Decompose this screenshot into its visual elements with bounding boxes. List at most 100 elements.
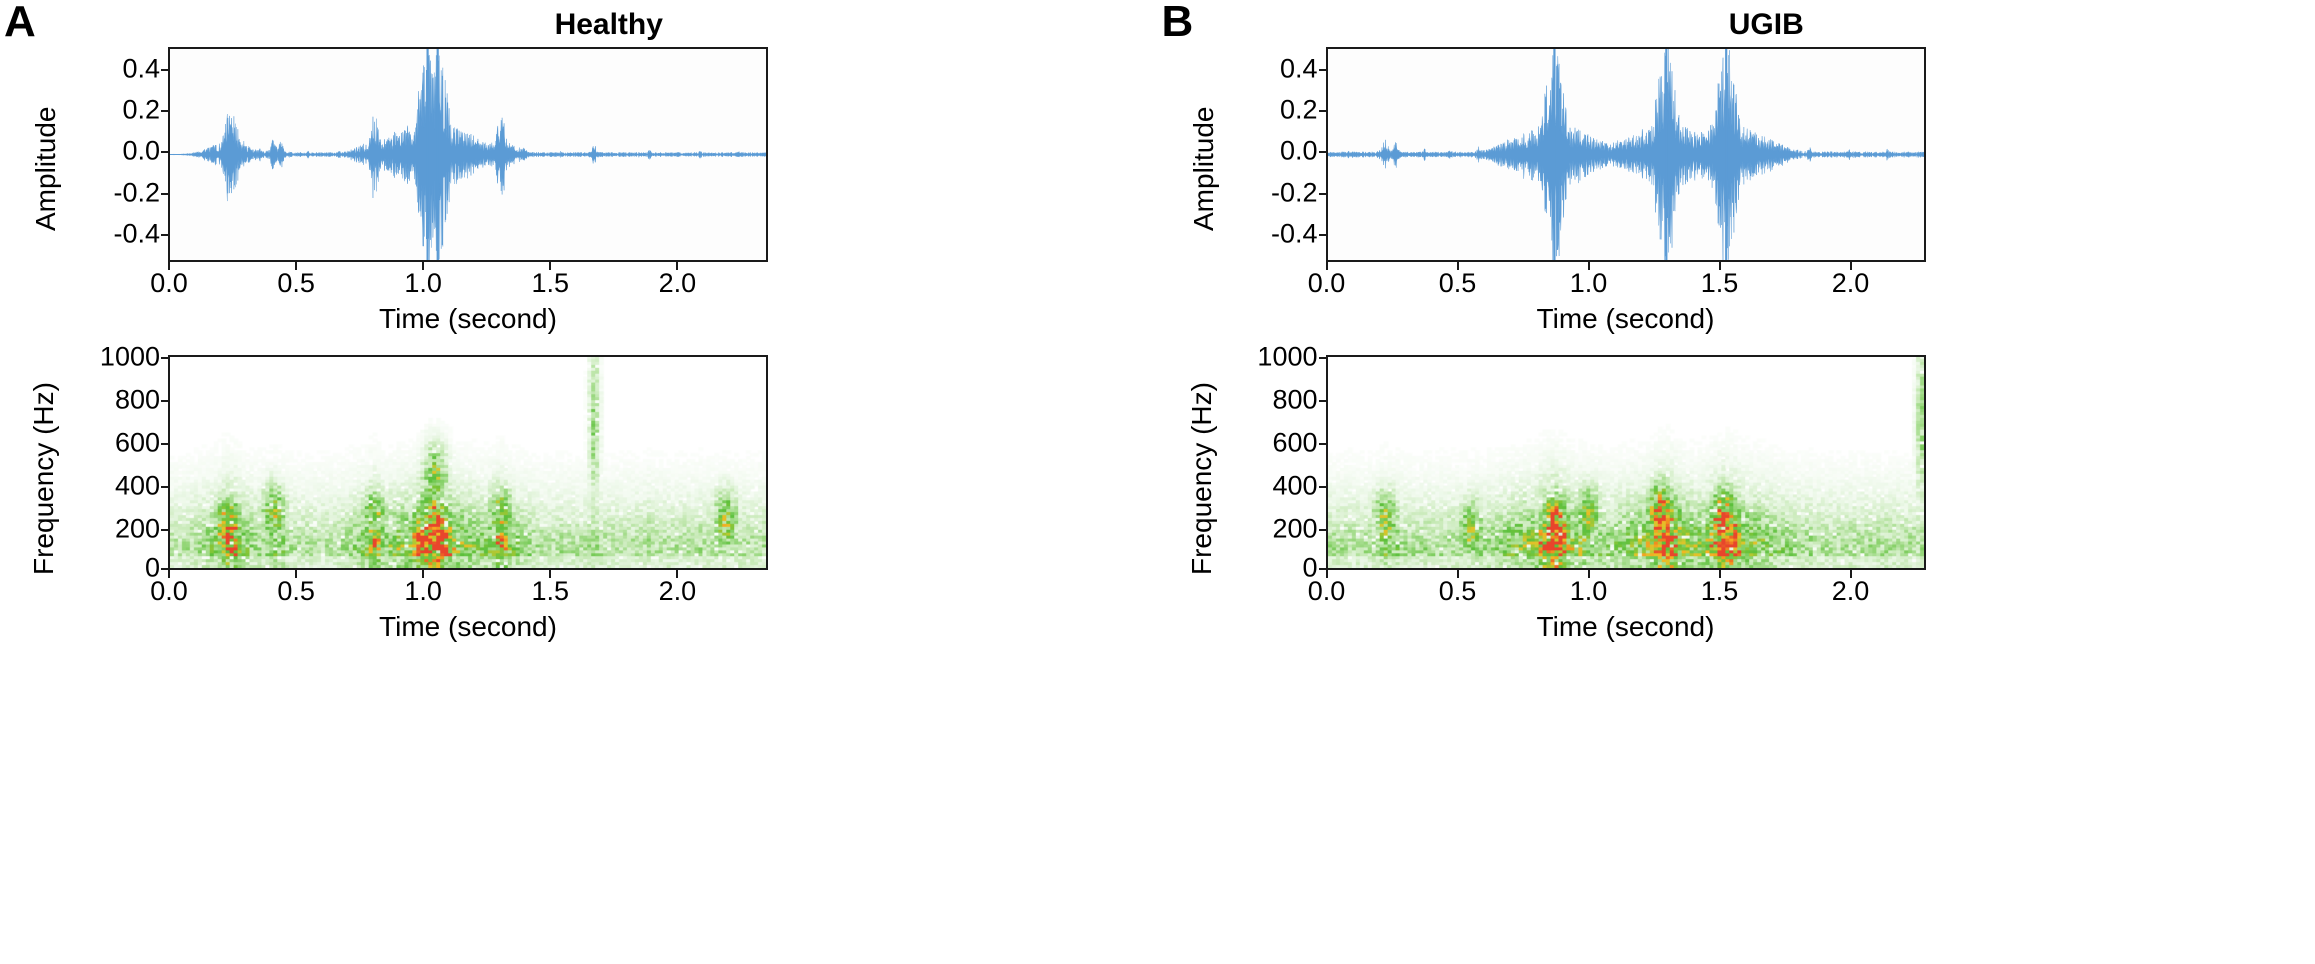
ytick-mark <box>161 357 168 359</box>
ytick-mark <box>161 400 168 402</box>
panel-b: B UGIB 0.4 0.2 0.0 -0.2 -0.4 Amplitude <box>1158 0 2315 964</box>
ytick-mark <box>161 568 168 570</box>
xtick-mark <box>549 262 552 270</box>
xtick-mark <box>549 570 552 578</box>
xtick-mark <box>1849 570 1852 578</box>
ytick-mark <box>161 151 168 154</box>
ytick-mark <box>1318 151 1326 154</box>
xtick-mark <box>168 262 170 270</box>
xtick-label: 1.5 <box>1700 268 1739 298</box>
xtick-label: 1.0 <box>1569 576 1608 606</box>
ytick-label: 200 <box>1272 513 1318 544</box>
ytick-mark <box>161 443 168 445</box>
xtick-label: 1.0 <box>1569 268 1608 298</box>
xtick-mark <box>1587 570 1590 578</box>
spectrogram-plot-b: 1000 800 600 400 200 0 Frequency (Hz) <box>1158 330 2315 964</box>
ytick-label: 0.4 <box>122 53 160 83</box>
ytick-label: 400 <box>114 470 160 501</box>
ytick-label: -0.4 <box>113 218 160 249</box>
xtick-mark <box>295 262 298 270</box>
ytick-mark <box>161 233 168 236</box>
xtick-mark <box>1718 570 1721 578</box>
xtick-label: 0.5 <box>1438 576 1477 606</box>
xtick-label: 2.0 <box>658 268 697 298</box>
spectrogram-frame-b <box>1325 355 1926 570</box>
spectrogram-a-ylabel: Frequency (Hz) <box>28 382 59 575</box>
ytick-label: 1000 <box>99 341 160 372</box>
ytick-mark <box>1318 486 1326 488</box>
ytick-label: 800 <box>1272 384 1318 415</box>
ytick-label: 200 <box>114 513 160 544</box>
waveform-b-yticks: 0.4 0.2 0.0 -0.2 -0.4 <box>1240 47 1326 262</box>
ytick-label: 0.2 <box>1279 94 1318 125</box>
waveform-a-xlabel: Time (second) <box>379 303 557 334</box>
xtick-label: 2.0 <box>1831 576 1870 606</box>
ytick-label: 600 <box>114 427 160 458</box>
xtick-label: 1.5 <box>531 268 570 298</box>
ytick-label: 600 <box>1272 427 1318 458</box>
ytick-label: -0.2 <box>113 177 160 207</box>
panel-letter-a: A <box>4 0 36 46</box>
ytick-mark <box>161 192 168 195</box>
waveform-trace-b <box>1327 49 1924 260</box>
ytick-mark <box>1318 400 1326 402</box>
spectrogram-b-yticks: 1000 800 600 400 200 0 <box>1240 342 1326 583</box>
xtick-mark <box>1456 262 1459 270</box>
panel-a: A Healthy 0.4 0.2 0.0 -0.2 -0.4 Amplitud… <box>0 0 1158 964</box>
xtick-mark <box>1587 262 1590 270</box>
panel-title-healthy: Healthy <box>554 8 663 41</box>
ytick-label: -0.2 <box>1270 177 1318 207</box>
xtick-mark <box>295 570 298 578</box>
waveform-a-ylabel: Amplitude <box>30 106 61 231</box>
xtick-label: 0.5 <box>277 268 315 298</box>
xtick-mark <box>676 570 679 578</box>
ytick-mark <box>161 68 168 71</box>
ytick-mark <box>1318 529 1326 531</box>
ytick-mark <box>1318 568 1326 570</box>
ytick-label: 0.2 <box>122 94 160 125</box>
ytick-label: 0 <box>144 552 160 583</box>
waveform-frame-b <box>1325 47 1926 262</box>
waveform-plot-b: 0.4 0.2 0.0 -0.2 -0.4 Amplitude 0.0 0.5 <box>1158 0 2315 334</box>
xtick-label: 0.5 <box>277 576 315 606</box>
xtick-label: 0.0 <box>1307 576 1346 606</box>
xtick-label: 1.0 <box>404 268 442 298</box>
waveform-b-xlabel: Time (second) <box>1536 303 1715 334</box>
ytick-mark <box>161 529 168 531</box>
ytick-mark <box>1318 443 1326 445</box>
ytick-label: 1000 <box>1257 341 1318 372</box>
waveform-frame-a <box>168 47 768 262</box>
xtick-label: 1.5 <box>531 576 570 606</box>
ytick-label: 0.0 <box>122 135 160 166</box>
xtick-label: 1.5 <box>1700 576 1739 606</box>
ytick-label: 0.4 <box>1279 53 1318 83</box>
waveform-trace-a <box>170 49 766 260</box>
spectrogram-a-xlabel: Time (second) <box>379 611 557 642</box>
waveform-a-yticks: 0.4 0.2 0.0 -0.2 -0.4 <box>82 47 168 262</box>
ytick-mark <box>1318 109 1326 112</box>
xtick-mark <box>1325 570 1328 578</box>
spectrogram-frame-a <box>168 355 768 570</box>
ytick-label: 800 <box>114 384 160 415</box>
xtick-mark <box>168 570 170 578</box>
ytick-mark <box>161 109 168 112</box>
xtick-mark <box>1456 570 1459 578</box>
ytick-label: 0.0 <box>1279 135 1318 166</box>
ytick-label: 400 <box>1272 470 1318 501</box>
spectrogram-b-xlabel: Time (second) <box>1536 611 1715 642</box>
ytick-mark <box>1318 68 1326 71</box>
xtick-label: 1.0 <box>404 576 442 606</box>
xtick-mark <box>1325 262 1328 270</box>
spectrogram-plot-a: 1000 800 600 400 200 0 Frequency (Hz) <box>0 330 1158 964</box>
waveform-plot-a: 0.4 0.2 0.0 -0.2 -0.4 Amplitude 0.0 0.5 <box>0 0 1158 334</box>
spectrogram-b-ylabel: Frequency (Hz) <box>1185 382 1217 575</box>
xtick-mark <box>1849 262 1852 270</box>
xtick-mark <box>422 262 425 270</box>
xtick-label: 0.5 <box>1438 268 1477 298</box>
ytick-label: 0 <box>1302 552 1318 583</box>
spectrogram-image-a <box>170 357 766 568</box>
xtick-label: 0.0 <box>150 576 188 606</box>
xtick-label: 2.0 <box>658 576 697 606</box>
spectrogram-image-b <box>1327 357 1924 568</box>
